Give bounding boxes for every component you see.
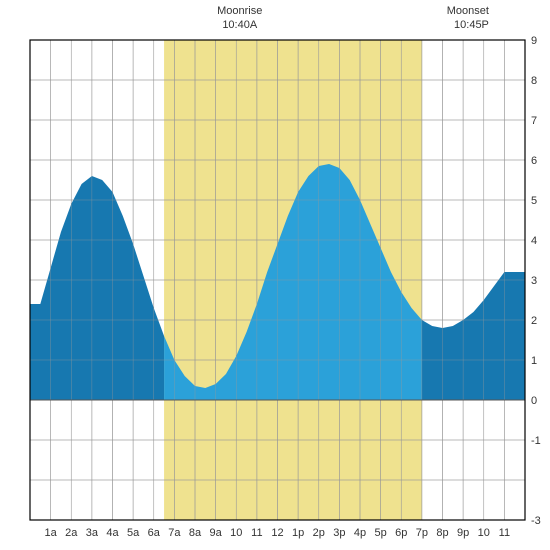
x-tick-label: 5p [375, 527, 387, 539]
svg-text:10:40A: 10:40A [222, 19, 258, 31]
y-tick-label: 7 [531, 115, 537, 127]
chart-svg: -3-101234567891a2a3a4a5a6a7a8a9a1011121p… [0, 0, 550, 550]
x-tick-label: 3p [333, 527, 345, 539]
svg-text:Moonset: Moonset [447, 5, 489, 17]
y-tick-label: 1 [531, 355, 537, 367]
y-tick-label: 4 [531, 235, 537, 247]
x-tick-label: 8p [436, 527, 448, 539]
y-tick-label: 0 [531, 395, 537, 407]
y-tick-label: -3 [531, 515, 541, 527]
svg-text:10:45P: 10:45P [454, 19, 489, 31]
y-tick-label: 9 [531, 35, 537, 47]
x-tick-label: 6p [395, 527, 407, 539]
x-tick-label: 9a [210, 527, 223, 539]
y-tick-label: 6 [531, 155, 537, 167]
y-tick-label: 5 [531, 195, 537, 207]
x-tick-label: 12 [271, 527, 283, 539]
x-tick-label: 5a [127, 527, 140, 539]
x-tick-label: 7a [168, 527, 181, 539]
x-tick-label: 1a [45, 527, 58, 539]
x-tick-label: 10 [230, 527, 242, 539]
x-tick-label: 10 [478, 527, 490, 539]
x-tick-label: 7p [416, 527, 428, 539]
tide-chart: -3-101234567891a2a3a4a5a6a7a8a9a1011121p… [0, 0, 550, 550]
x-tick-label: 4p [354, 527, 366, 539]
svg-text:Moonrise: Moonrise [217, 5, 262, 17]
y-tick-label: 3 [531, 275, 537, 287]
x-tick-label: 6a [148, 527, 161, 539]
x-tick-label: 2p [313, 527, 325, 539]
x-tick-label: 11 [251, 527, 262, 539]
x-tick-label: 2a [65, 527, 78, 539]
x-tick-label: 3a [86, 527, 99, 539]
x-tick-label: 4a [106, 527, 119, 539]
x-tick-label: 11 [499, 527, 510, 539]
y-tick-label: 2 [531, 315, 537, 327]
x-tick-label: 9p [457, 527, 469, 539]
x-tick-label: 8a [189, 527, 202, 539]
y-tick-label: 8 [531, 75, 537, 87]
x-tick-label: 1p [292, 527, 304, 539]
y-tick-label: -1 [531, 435, 541, 447]
